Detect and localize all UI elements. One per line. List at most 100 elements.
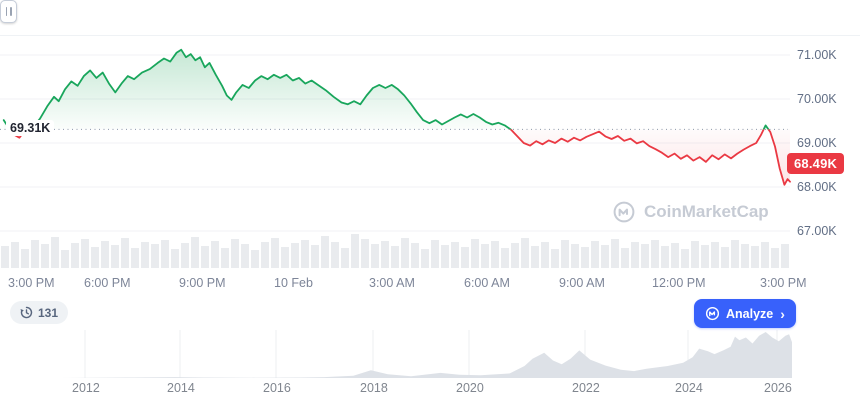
volume-bar bbox=[161, 240, 169, 268]
x-axis-label: 9:00 PM bbox=[179, 276, 226, 290]
y-axis-label: 69.00K bbox=[797, 136, 837, 150]
volume-bar bbox=[711, 242, 719, 268]
volume-bar bbox=[11, 242, 19, 268]
volume-bar bbox=[141, 242, 149, 268]
volume-bar bbox=[71, 243, 79, 268]
history-clock-icon bbox=[20, 306, 33, 319]
volume-bar bbox=[411, 243, 419, 268]
volume-bar bbox=[201, 246, 209, 268]
year-label: 2012 bbox=[72, 381, 100, 395]
x-axis-label: 9:00 AM bbox=[559, 276, 605, 290]
volume-bar bbox=[521, 238, 529, 268]
volume-bar bbox=[591, 241, 599, 268]
volume-bar bbox=[181, 243, 189, 268]
volume-bar bbox=[391, 246, 399, 268]
volume-bar bbox=[541, 242, 549, 268]
volume-bar bbox=[601, 245, 609, 268]
volume-bar bbox=[481, 244, 489, 268]
volume-bar bbox=[41, 244, 49, 268]
history-count: 131 bbox=[38, 305, 59, 320]
volume-bar bbox=[211, 241, 219, 268]
price-area-below-baseline bbox=[3, 129, 790, 185]
volume-bar bbox=[641, 244, 649, 268]
timeline-history-area bbox=[61, 332, 792, 378]
y-axis-label: 71.00K bbox=[797, 48, 837, 62]
volume-bar bbox=[421, 249, 429, 268]
volume-bar bbox=[441, 245, 449, 268]
volume-bar bbox=[121, 238, 129, 268]
volume-bar bbox=[651, 240, 659, 268]
x-axis-label: 3:00 PM bbox=[760, 276, 807, 290]
history-count-badge[interactable]: 131 bbox=[10, 301, 69, 324]
x-axis-label: 3:00 PM bbox=[8, 276, 55, 290]
volume-bar bbox=[701, 245, 709, 268]
volume-bar bbox=[221, 248, 229, 268]
current-price-badge: 68.49K bbox=[787, 153, 845, 174]
timeline-minichart[interactable] bbox=[0, 330, 860, 378]
volume-bar bbox=[331, 242, 339, 268]
price-area-above-baseline bbox=[3, 49, 769, 130]
volume-bar bbox=[761, 242, 769, 268]
volume-bar bbox=[271, 238, 279, 268]
volume-bar bbox=[751, 246, 759, 268]
baseline-price-label: 69.31K bbox=[6, 120, 55, 136]
volume-bar bbox=[61, 250, 69, 268]
volume-bar bbox=[671, 243, 679, 268]
volume-bar bbox=[501, 248, 509, 268]
volume-bar bbox=[511, 243, 519, 268]
volume-bar bbox=[611, 239, 619, 268]
volume-bar bbox=[341, 248, 349, 268]
volume-bar bbox=[681, 249, 689, 268]
volume-bar bbox=[551, 249, 559, 268]
y-axis-label: 68.00K bbox=[797, 180, 837, 194]
volume-bar bbox=[1, 246, 9, 268]
volume-bar bbox=[91, 247, 99, 268]
volume-bar bbox=[301, 240, 309, 268]
volume-bar bbox=[471, 239, 479, 268]
y-axis-label: 67.00K bbox=[797, 224, 837, 238]
volume-bar bbox=[491, 241, 499, 268]
year-label: 2018 bbox=[360, 381, 388, 395]
volume-bar bbox=[31, 240, 39, 268]
year-label: 2026 bbox=[764, 381, 792, 395]
year-label: 2020 bbox=[456, 381, 484, 395]
x-axis-label: 12:00 PM bbox=[652, 276, 706, 290]
x-axis-label: 6:00 PM bbox=[84, 276, 131, 290]
volume-bar bbox=[311, 245, 319, 268]
x-axis-label: 3:00 AM bbox=[369, 276, 415, 290]
volume-bar bbox=[531, 246, 539, 268]
volume-bar bbox=[351, 234, 359, 268]
volume-bar bbox=[101, 241, 109, 268]
volume-bar bbox=[561, 240, 569, 268]
volume-bar bbox=[191, 237, 199, 268]
analyze-button[interactable]: Analyze › bbox=[694, 299, 796, 328]
volume-bar bbox=[321, 236, 329, 268]
volume-bar bbox=[401, 238, 409, 268]
volume-bar bbox=[571, 244, 579, 268]
price-line-red bbox=[8, 129, 791, 186]
volume-bar bbox=[781, 244, 789, 268]
x-axis-label: 6:00 AM bbox=[464, 276, 510, 290]
volume-bar bbox=[231, 239, 239, 268]
volume-bar bbox=[731, 240, 739, 268]
volume-bar bbox=[261, 242, 269, 268]
timeline-right-handle[interactable] bbox=[0, 0, 17, 23]
year-label: 2014 bbox=[167, 381, 195, 395]
analyze-label: Analyze bbox=[726, 306, 774, 321]
volume-bar bbox=[371, 244, 379, 268]
chevron-right-icon: › bbox=[780, 305, 785, 322]
price-chart-canvas[interactable] bbox=[0, 0, 860, 300]
year-label: 2016 bbox=[263, 381, 291, 395]
volume-bar bbox=[131, 248, 139, 268]
price-line-green bbox=[2, 48, 770, 130]
volume-bar bbox=[621, 248, 629, 268]
volume-bar bbox=[631, 242, 639, 268]
coinmarketcap-logo-icon bbox=[613, 201, 635, 223]
year-label: 2022 bbox=[572, 381, 600, 395]
volume-bar bbox=[111, 245, 119, 268]
volume-bar bbox=[251, 250, 259, 268]
volume-bar bbox=[171, 249, 179, 268]
volume-bar bbox=[241, 244, 249, 268]
year-label: 2024 bbox=[675, 381, 703, 395]
volume-bar bbox=[291, 243, 299, 268]
